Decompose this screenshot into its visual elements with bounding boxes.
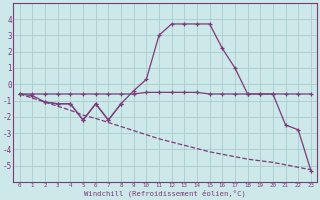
X-axis label: Windchill (Refroidissement éolien,°C): Windchill (Refroidissement éolien,°C) [84,190,246,197]
